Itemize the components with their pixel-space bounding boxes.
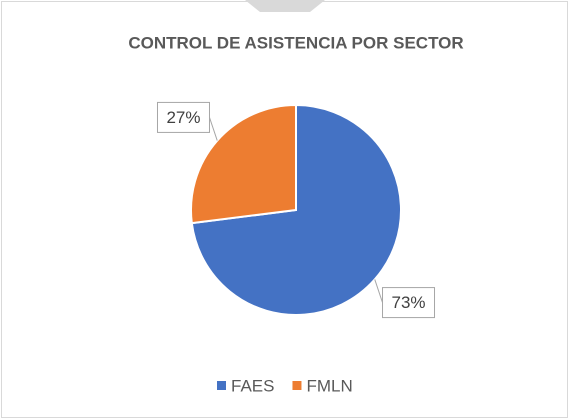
pie-slice	[190, 103, 297, 225]
data-label: 73%	[392, 293, 426, 312]
leader-line	[209, 117, 218, 141]
legend-label: FMLN	[306, 376, 352, 395]
legend-swatch	[292, 381, 302, 390]
top-tab	[245, 0, 325, 12]
legend-swatch	[217, 381, 226, 390]
chart-title: CONTROL DE ASISTENCIA POR SECTOR	[128, 33, 463, 52]
leader-line	[374, 279, 383, 303]
data-label-box	[156, 101, 210, 133]
data-label-box	[382, 287, 436, 319]
data-label: 27%	[166, 108, 200, 127]
legend-label: FAES	[231, 376, 274, 395]
